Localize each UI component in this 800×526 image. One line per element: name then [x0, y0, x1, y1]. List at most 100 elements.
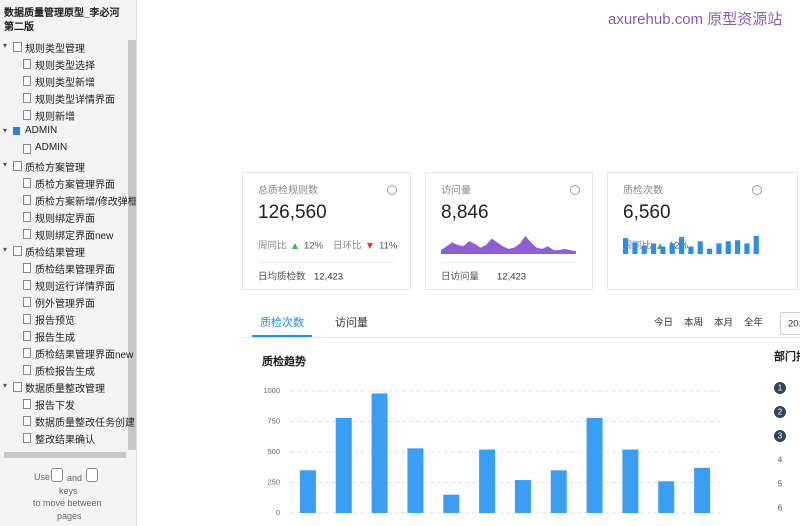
tree-item[interactable]: 报告预览 — [35, 316, 75, 327]
tree-item[interactable]: 规则新增 — [35, 112, 75, 123]
tree-icon — [23, 433, 31, 443]
tree-icon — [13, 246, 22, 256]
range-option[interactable]: 本月 — [714, 317, 733, 329]
sparkline-bar — [669, 243, 675, 254]
card-title: 质检次数 — [623, 184, 663, 197]
tree-item[interactable]: 整改结果确认 — [35, 435, 95, 446]
rank-number: 5 — [778, 480, 783, 489]
rank-badge — [774, 454, 786, 466]
tree-item[interactable]: 数据质量整改任务创建 — [35, 418, 135, 429]
range-option[interactable]: 本周 — [684, 317, 703, 329]
y-tick-label: 0 — [276, 508, 280, 517]
tab[interactable]: 质检次数 — [260, 315, 304, 329]
rank-badge — [774, 478, 786, 490]
tree-icon — [23, 195, 31, 205]
tree-group[interactable]: 规则类型管理 — [25, 44, 85, 55]
tree-icon — [13, 127, 20, 135]
watermark: axurehub.com 原型资源站 — [608, 11, 783, 28]
rank-badge — [774, 430, 786, 442]
sparkline-bar — [716, 243, 722, 254]
tree-group[interactable]: 质检结果管理 — [25, 248, 85, 259]
tree-icon — [23, 416, 31, 426]
sparkline-bar — [707, 248, 713, 254]
tree-icon — [13, 42, 22, 52]
tree-item[interactable]: 质检结果管理界面 — [35, 265, 115, 276]
tree-item[interactable]: 质检方案新增/修改弹框 — [35, 197, 137, 208]
trend-label: 日环比 — [333, 240, 362, 252]
tree-item[interactable]: 报告下发 — [35, 401, 75, 412]
sparkline-bar — [697, 241, 703, 254]
tree-group[interactable]: 质检方案管理 — [25, 163, 85, 174]
footer-value: 12,423 — [497, 272, 526, 283]
info-icon — [570, 185, 580, 195]
tree-item[interactable]: 规则类型选择 — [35, 61, 95, 72]
sparkline-bar — [744, 243, 750, 254]
tab[interactable]: 访问量 — [335, 316, 368, 329]
tree-arrow: ▾ — [3, 126, 8, 135]
bar — [694, 467, 711, 513]
tree-item[interactable]: 规则类型新增 — [35, 78, 95, 89]
help-text: Use — [34, 472, 51, 482]
sparkline-bar — [623, 238, 629, 254]
tree-icon — [23, 399, 31, 409]
bar — [299, 470, 316, 513]
trend-value: 12% — [304, 241, 324, 252]
tree-item[interactable]: 例外管理界面 — [35, 299, 95, 310]
trend-arrow — [292, 243, 298, 249]
rank-number: 2 — [778, 408, 783, 417]
tree-item[interactable]: 规则绑定界面 — [35, 214, 95, 225]
y-tick-label: 500 — [267, 447, 280, 456]
card — [242, 172, 411, 290]
tree-icon — [23, 297, 31, 307]
tree-item[interactable]: ADMIN — [35, 142, 68, 153]
ranking-title: 部门排 — [774, 349, 800, 363]
tree-item[interactable]: 质检方案管理界面 — [35, 180, 115, 191]
card-value: 6,560 — [623, 202, 671, 223]
trend-value: 12% — [669, 241, 689, 252]
rank-badge — [774, 502, 786, 514]
tree-item[interactable]: 质检报告生成 — [35, 367, 95, 378]
tree-item[interactable]: 规则绑定界面new — [35, 231, 114, 242]
tree-icon — [13, 161, 22, 171]
tree-item[interactable]: 规则类型详情界面 — [35, 95, 115, 106]
tree-arrow: ▾ — [3, 245, 8, 254]
key-icon — [51, 468, 63, 482]
tree-arrow: ▾ — [3, 381, 8, 390]
tree-icon — [23, 331, 31, 341]
tree-group[interactable]: ADMIN — [25, 125, 58, 136]
tree-icon — [23, 280, 31, 290]
sparkline-bar — [679, 237, 685, 254]
footer-label: 日访问量 — [441, 271, 480, 283]
tree-item[interactable]: 报告生成 — [35, 333, 75, 344]
tree-icon — [23, 263, 31, 273]
tree-icon — [23, 110, 31, 120]
card-title: 访问量 — [441, 184, 471, 197]
help-text: to move between — [33, 498, 102, 508]
tree-icon — [23, 178, 31, 188]
tree-icon — [23, 348, 31, 358]
info-icon — [387, 185, 397, 195]
bar — [371, 393, 388, 513]
date-input[interactable] — [780, 312, 800, 335]
tree-item[interactable]: 规则运行详情界面 — [35, 282, 115, 293]
tree-arrow: ▾ — [3, 41, 8, 50]
range-option[interactable]: 今日 — [654, 317, 673, 329]
bar — [443, 494, 460, 513]
help-text: and — [67, 473, 83, 483]
tab-underline — [252, 335, 312, 337]
footer-value: 12,423 — [314, 272, 343, 283]
key-icon — [86, 468, 98, 482]
sparkline-bar — [725, 241, 731, 254]
tree-group[interactable]: 数据质量整改管理 — [25, 384, 105, 395]
tree-icon — [23, 229, 31, 239]
sparkline-bar — [735, 240, 741, 254]
card-title: 总质检规则数 — [258, 184, 318, 197]
tree-item[interactable]: 质检结果管理界面new — [35, 350, 134, 361]
tree-arrow: ▾ — [3, 160, 8, 169]
range-option[interactable]: 全年 — [744, 317, 764, 329]
scrollbar — [128, 40, 136, 450]
bar — [479, 449, 496, 513]
tree-icon — [23, 76, 31, 86]
